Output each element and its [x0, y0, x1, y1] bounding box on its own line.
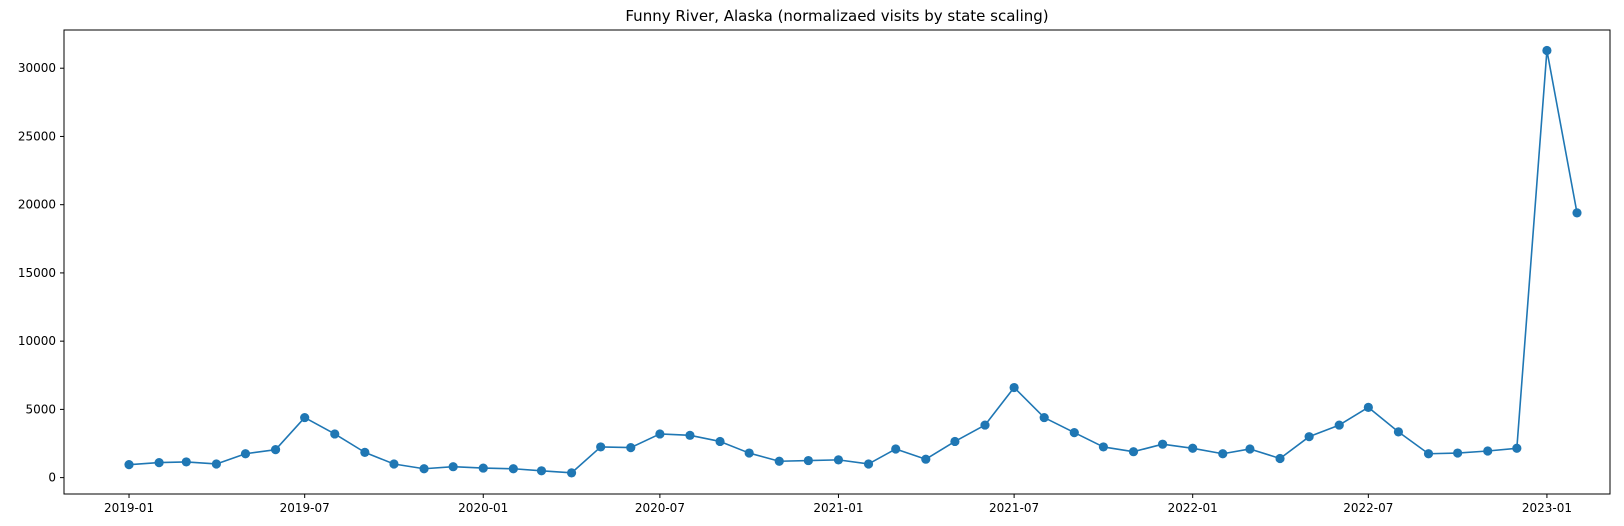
y-tick-label: 0 [48, 471, 56, 485]
data-point [389, 459, 399, 469]
y-tick-label: 20000 [18, 198, 56, 212]
data-point [211, 459, 221, 469]
y-tick-label: 10000 [18, 334, 56, 348]
data-point [1304, 432, 1314, 442]
x-tick-label: 2022-01 [1168, 501, 1218, 515]
x-tick-label: 2022-07 [1343, 501, 1393, 515]
data-point [1363, 402, 1373, 412]
data-point [1572, 208, 1582, 218]
data-point [181, 457, 191, 467]
data-point [419, 464, 429, 474]
x-tick-label: 2021-07 [989, 501, 1039, 515]
data-point [626, 443, 636, 453]
data-point [300, 412, 310, 423]
data-point [536, 466, 547, 476]
y-tick-label: 25000 [18, 129, 56, 143]
x-tick-label: 2020-01 [458, 501, 508, 515]
data-point [1128, 447, 1139, 457]
data-point [240, 449, 251, 459]
data-point [1245, 444, 1255, 454]
data-point [774, 456, 784, 466]
data-point [1158, 439, 1168, 449]
data-point [270, 445, 281, 455]
x-tick-label: 2020-07 [635, 501, 685, 515]
data-point [803, 455, 813, 466]
data-point [1453, 448, 1463, 458]
data-point [566, 468, 577, 478]
data-point [330, 429, 340, 439]
data-point [833, 455, 844, 465]
x-tick-label: 2021-01 [813, 501, 863, 515]
data-point [980, 420, 990, 430]
x-tick-label: 2019-01 [104, 501, 154, 515]
data-point [1009, 382, 1019, 393]
data-point [1188, 443, 1198, 453]
series-layer [124, 45, 1582, 478]
y-axis: 0 5000 10000 15000 20000 25000 30000 [18, 61, 64, 485]
x-axis: 2019-01 2019-07 2020-01 2020-07 2021-01 2021-… [104, 494, 1572, 515]
data-point [1039, 412, 1049, 423]
data-point [448, 462, 458, 472]
data-point [1423, 449, 1434, 459]
data-point [715, 436, 725, 447]
data-point [1393, 427, 1404, 437]
y-tick-label: 30000 [18, 61, 56, 75]
data-point [1275, 453, 1285, 464]
data-point [1069, 427, 1079, 438]
data-point [685, 430, 695, 440]
data-point [596, 442, 606, 452]
data-point [1512, 443, 1522, 453]
data-point [950, 436, 960, 447]
data-point [1542, 45, 1552, 56]
y-tick-label: 15000 [18, 266, 56, 280]
x-tick-label: 2023-01 [1522, 501, 1572, 515]
data-point [508, 464, 518, 474]
data-point [124, 460, 134, 470]
data-point [1098, 442, 1109, 452]
data-point [1218, 449, 1228, 459]
data-point [478, 463, 488, 473]
series-line [128, 49, 1578, 474]
data-point [863, 459, 874, 469]
x-tick-label: 2019-07 [280, 501, 330, 515]
chart-title: Funny River, Alaska (normalizaed visits … [625, 7, 1048, 25]
data-point [154, 458, 164, 468]
data-point [891, 444, 901, 454]
data-point [1483, 446, 1493, 456]
data-point [921, 454, 931, 464]
data-point [655, 429, 665, 439]
data-point [1334, 420, 1344, 430]
data-point [360, 447, 370, 457]
plot-area [63, 29, 1611, 495]
data-point [744, 448, 754, 458]
y-tick-label: 5000 [25, 402, 56, 416]
